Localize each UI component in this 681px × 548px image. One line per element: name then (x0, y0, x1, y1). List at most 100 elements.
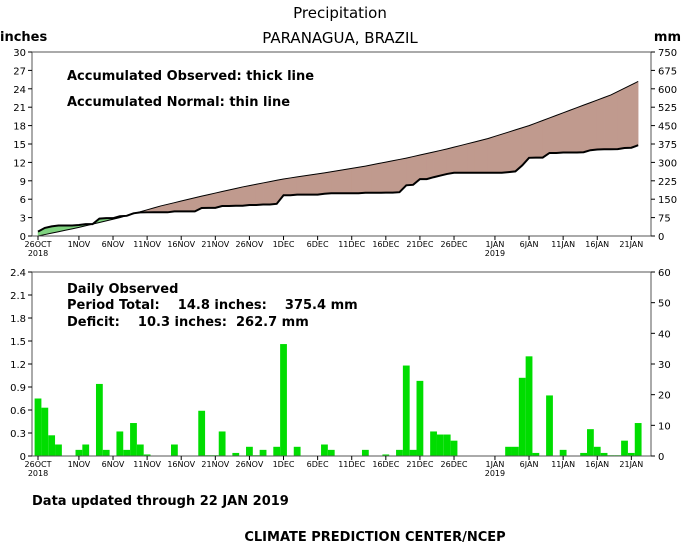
difference-area (406, 156, 414, 186)
daily-bar (123, 449, 131, 456)
difference-area (440, 148, 448, 176)
daily-bar (396, 449, 403, 456)
legend-normal: Accumulated Normal: thin line (67, 95, 290, 110)
bottom-ytick-label-right: 10 (658, 421, 671, 432)
bottom-xtick-label: 16DEC (372, 460, 399, 469)
top-ytick-label-right: 75 (658, 214, 671, 225)
top-ytick-label-left: 3 (20, 214, 26, 225)
daily-bar (505, 446, 512, 456)
daily-bar (443, 434, 451, 456)
bottom-ytick-label-left: 0.3 (10, 429, 26, 440)
daily-bar (621, 440, 628, 456)
daily-bar (450, 440, 458, 456)
bottom-ytick-label-right: 20 (658, 391, 671, 402)
top-xtick-label: 11NOV (133, 240, 161, 249)
daily-bar (593, 446, 601, 456)
difference-area (235, 186, 243, 207)
observed-line (37, 144, 639, 233)
daily-bar (321, 444, 328, 456)
bottom-ytick-label-right: 60 (658, 268, 671, 279)
top-xtick-label: 1JAN (486, 240, 505, 249)
top-xtick-label: 26NOV (236, 240, 264, 249)
top-xtick-label: 16JAN (585, 240, 609, 249)
bottom-ytick-label-right: 50 (658, 299, 671, 310)
difference-area (433, 150, 441, 178)
daily-bar (232, 452, 240, 456)
top-ytick-label-right: 375 (658, 140, 677, 151)
daily-bar (48, 435, 56, 456)
daily-bar (518, 377, 526, 456)
difference-area (562, 109, 571, 153)
difference-area (378, 161, 387, 194)
difference-area (358, 165, 366, 194)
daily-bar (559, 449, 567, 456)
bottom-xtick-label: 1JAN (486, 460, 505, 469)
bottom-xtick-label: 16NOV (167, 460, 195, 469)
period-total: Period Total: 14.8 inches: 375.4 mm (67, 298, 358, 313)
difference-area (371, 163, 380, 194)
daily-bar (95, 383, 103, 456)
bottom-xtick-label: 16JAN (585, 460, 609, 469)
difference-area (283, 177, 291, 196)
bottom-xtick-label: 1DEC (273, 460, 295, 469)
top-xtick-label: 1DEC (273, 240, 295, 249)
daily-bar (75, 449, 83, 456)
difference-area (303, 174, 312, 195)
top-xtick-label: 16DEC (372, 240, 399, 249)
difference-area (228, 188, 237, 207)
bottom-xtick-label: 21JAN (619, 460, 643, 469)
top-xtick-label: 6JAN (520, 240, 539, 249)
bottom-xtick-label: 6JAN (520, 460, 539, 469)
daily-bar (82, 444, 90, 456)
daily-bar (130, 423, 137, 456)
difference-area (542, 117, 550, 159)
difference-area (610, 91, 618, 150)
difference-area (242, 185, 250, 207)
difference-area (528, 122, 537, 159)
daily-bar (416, 380, 424, 456)
top-xtick-label: 26DEC (441, 240, 468, 249)
difference-area (208, 192, 216, 209)
chart-subtitle: PARANAGUA, BRAZIL (262, 29, 418, 47)
difference-area (221, 189, 230, 207)
bottom-xtick-label: 6NOV (102, 460, 125, 469)
data-updated: Data updated through 22 JAN 2019 (32, 494, 289, 509)
daily-bar (259, 449, 267, 456)
top-ytick-label-right: 750 (658, 48, 677, 59)
difference-area (590, 99, 598, 151)
bottom-xtick-label: 11NOV (133, 460, 161, 469)
chart-title: Precipitation (293, 4, 387, 22)
y-label-mm: mm (654, 30, 681, 45)
difference-area (474, 139, 482, 174)
daily-bar (580, 452, 587, 456)
difference-area (262, 181, 271, 205)
difference-area (419, 153, 427, 180)
difference-area (508, 129, 516, 173)
difference-area (569, 107, 578, 153)
difference-area (201, 194, 209, 209)
top-ytick-label-left: 0 (20, 232, 26, 243)
difference-area (331, 170, 339, 194)
difference-area (296, 175, 305, 195)
bottom-xtick-year: 2019 (485, 469, 505, 478)
top-ytick-label-right: 0 (658, 232, 664, 243)
bottom-xtick-label: 21NOV (201, 460, 229, 469)
daily-bar (436, 434, 444, 456)
top-xtick-label: 6NOV (102, 240, 125, 249)
daily-bar (525, 356, 533, 456)
difference-area (583, 102, 591, 153)
difference-area (501, 131, 509, 174)
difference-area (426, 151, 434, 180)
difference-area (624, 84, 632, 149)
difference-area (576, 104, 584, 153)
daily-bar (102, 449, 110, 456)
top-ytick-label-right: 600 (658, 85, 677, 96)
top-xtick-label: 16NOV (167, 240, 195, 249)
daily-bar (532, 452, 540, 456)
top-xtick-year: 2018 (28, 249, 48, 258)
daily-bar (293, 446, 301, 456)
bottom-xtick-label: 11JAN (551, 460, 575, 469)
difference-area (535, 120, 543, 158)
difference-area (249, 183, 257, 206)
daily-bar (273, 446, 281, 456)
